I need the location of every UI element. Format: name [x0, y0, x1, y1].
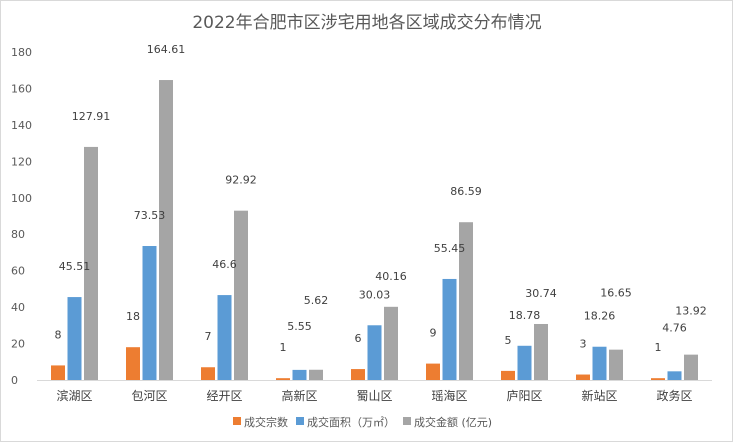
data-label: 5 [505, 334, 512, 347]
data-label: 1 [280, 341, 287, 354]
x-tick-label: 包河区 [131, 389, 167, 403]
data-label: 6 [355, 332, 362, 345]
data-label: 45.51 [59, 260, 91, 273]
data-label: 164.61 [147, 43, 186, 56]
data-label: 92.92 [225, 174, 257, 187]
data-label: 16.65 [600, 287, 632, 300]
bar [367, 325, 382, 380]
data-label: 46.6 [212, 258, 237, 271]
x-tick-label: 高新区 [281, 388, 317, 403]
legend-swatch [403, 417, 411, 425]
y-tick-label: 40 [11, 301, 25, 314]
y-tick-label: 60 [11, 265, 25, 278]
x-tick-label: 庐阳区 [506, 388, 542, 403]
legend-label: 成交金额 (亿元) [414, 415, 492, 429]
bar [517, 345, 532, 380]
bar [576, 374, 590, 380]
legend-swatch [233, 417, 241, 425]
bar [442, 278, 457, 380]
x-tick-label: 经开区 [206, 389, 242, 403]
legend-label: 成交面积（万㎡） [307, 415, 395, 429]
bar [276, 378, 290, 380]
bar [384, 306, 398, 380]
data-label: 127.91 [72, 110, 111, 123]
data-label: 13.92 [675, 305, 707, 318]
bar [684, 354, 698, 380]
bar [501, 370, 515, 380]
y-tick-label: 180 [11, 46, 32, 59]
x-tick-label: 新站区 [581, 388, 617, 403]
data-label: 9 [430, 327, 437, 340]
chart-title: 2022年合肥市区涉宅用地各区域成交分布情况 [192, 13, 541, 33]
legend-swatch [296, 417, 304, 425]
data-label: 30.03 [359, 288, 391, 301]
bar [67, 297, 82, 380]
y-tick-label: 0 [11, 374, 18, 387]
x-tick-label: 瑶海区 [431, 388, 467, 403]
data-label: 5.62 [304, 294, 329, 307]
x-tick-label: 滨湖区 [56, 388, 92, 403]
bar [351, 369, 365, 380]
y-tick-label: 160 [11, 82, 32, 95]
bar [667, 371, 682, 380]
bar [201, 367, 215, 380]
x-tick-label: 蜀山区 [356, 389, 392, 403]
bar [292, 369, 307, 380]
data-label: 18.78 [509, 309, 541, 322]
data-label: 1 [655, 341, 662, 354]
data-label: 55.45 [434, 242, 466, 255]
data-label: 40.16 [375, 270, 407, 283]
bar [309, 369, 323, 380]
data-label: 5.55 [287, 320, 312, 333]
y-tick-label: 120 [11, 155, 32, 168]
x-tick-label: 政务区 [656, 388, 692, 403]
bar [609, 349, 623, 380]
bar [142, 246, 157, 380]
bar [217, 295, 232, 380]
data-label: 18 [126, 310, 140, 323]
bar [159, 80, 173, 380]
bar [534, 323, 548, 380]
bar [234, 210, 248, 380]
data-label: 3 [580, 338, 587, 351]
y-tick-label: 140 [11, 119, 32, 132]
data-label: 73.53 [134, 209, 166, 222]
bar [126, 347, 140, 380]
bar [426, 363, 440, 380]
data-label: 86.59 [450, 185, 482, 198]
bar [592, 346, 607, 380]
y-tick-label: 80 [11, 228, 25, 241]
bar [651, 378, 665, 380]
legend-label: 成交宗数 [244, 415, 288, 429]
data-label: 30.74 [525, 287, 557, 300]
data-label: 18.26 [584, 310, 616, 323]
y-tick-label: 100 [11, 192, 32, 205]
y-tick-label: 20 [11, 338, 25, 351]
bar [51, 365, 65, 380]
data-label: 8 [55, 328, 62, 341]
bar [459, 222, 473, 380]
data-label: 7 [205, 330, 212, 343]
data-label: 4.76 [662, 321, 687, 334]
bar [84, 146, 98, 380]
